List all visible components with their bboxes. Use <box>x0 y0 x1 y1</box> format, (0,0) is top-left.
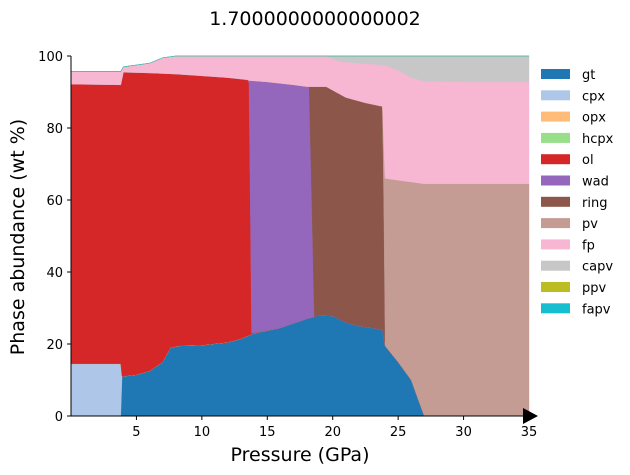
legend-label-fapv: fapv <box>582 302 611 317</box>
legend-swatch-gt <box>541 69 570 79</box>
legend-swatch-fp <box>541 239 570 250</box>
x-tick-label: 30 <box>455 425 472 440</box>
legend: gt cpx opx hcpx ol wad ring pv fp capv ppv fapv <box>541 68 614 317</box>
x-tick-label: 5 <box>132 425 140 440</box>
x-tick-label: 35 <box>521 425 538 440</box>
legend-label-fp: fp <box>582 238 595 253</box>
y-tick-label: 60 <box>46 194 63 209</box>
legend-label-ppv: ppv <box>582 281 607 296</box>
axes: 5 10 15 20 25 30 35 0 20 40 60 80 100 <box>38 50 538 440</box>
legend-swatch-hcpx <box>541 132 570 143</box>
x-axis-label: Pressure (GPa) <box>231 444 370 466</box>
y-tick-label: 0 <box>55 410 63 425</box>
legend-label-ol: ol <box>582 153 594 168</box>
legend-swatch-pv <box>541 218 570 229</box>
chart-title: 1.7000000000000002 <box>209 8 421 30</box>
legend-swatch-capv <box>541 260 570 271</box>
legend-label-gt: gt <box>582 68 595 83</box>
legend-swatch-ring <box>541 196 570 207</box>
y-tick-label: 20 <box>46 338 63 353</box>
y-tick-label: 100 <box>38 50 63 65</box>
legend-swatch-wad <box>541 175 570 186</box>
x-axis-arrow-icon <box>523 408 538 424</box>
legend-swatch-cpx <box>541 90 570 101</box>
area-fapv <box>71 55 529 72</box>
x-tick-label: 15 <box>259 425 276 440</box>
y-tick-label: 80 <box>46 122 63 137</box>
legend-label-capv: capv <box>582 260 613 275</box>
legend-label-opx: opx <box>582 111 606 126</box>
legend-swatch-fapv <box>541 303 570 314</box>
legend-swatch-ppv <box>541 282 570 292</box>
y-axis-label: Phase abundance (wt %) <box>7 119 29 355</box>
legend-swatch-ol <box>541 154 570 165</box>
x-tick-label: 25 <box>390 425 407 440</box>
legend-label-cpx: cpx <box>582 89 605 104</box>
stacked-areas <box>70 55 530 417</box>
legend-swatch-opx <box>541 111 570 122</box>
x-tick-label: 20 <box>324 425 341 440</box>
y-tick-label: 40 <box>46 266 63 281</box>
legend-label-ring: ring <box>582 196 607 211</box>
legend-label-hcpx: hcpx <box>582 132 614 147</box>
x-tick-label: 10 <box>194 425 211 440</box>
legend-label-pv: pv <box>582 217 598 232</box>
legend-label-wad: wad <box>582 175 609 190</box>
